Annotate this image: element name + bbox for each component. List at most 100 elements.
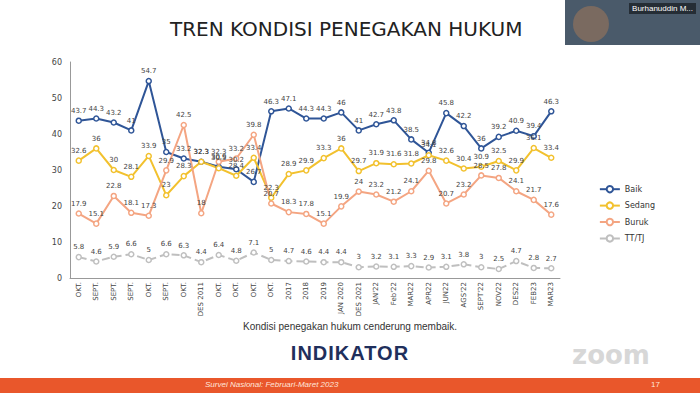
- svg-text:Baik: Baik: [625, 185, 643, 194]
- svg-text:2017: 2017: [285, 282, 293, 300]
- svg-text:30: 30: [52, 166, 62, 175]
- svg-text:32.3: 32.3: [193, 148, 209, 156]
- svg-text:33.2: 33.2: [176, 145, 192, 153]
- svg-text:18.3: 18.3: [281, 198, 297, 206]
- svg-text:32.6: 32.6: [71, 147, 87, 155]
- svg-text:2.8: 2.8: [528, 254, 539, 262]
- svg-text:44.3: 44.3: [316, 105, 332, 113]
- svg-text:SEPT.: SEPT.: [110, 282, 118, 301]
- svg-text:SEPT.: SEPT.: [162, 282, 170, 301]
- svg-text:36: 36: [337, 135, 346, 143]
- svg-text:18: 18: [197, 199, 206, 207]
- svg-text:29.9: 29.9: [298, 157, 314, 165]
- svg-text:5.9: 5.9: [108, 243, 119, 251]
- svg-text:41: 41: [127, 117, 136, 125]
- svg-text:Buruk: Buruk: [625, 218, 649, 227]
- svg-text:30.4: 30.4: [456, 155, 472, 163]
- svg-text:24.1: 24.1: [508, 177, 524, 185]
- svg-text:7.1: 7.1: [248, 239, 259, 247]
- svg-text:24: 24: [354, 178, 363, 186]
- svg-text:4.4: 4.4: [318, 248, 330, 256]
- svg-text:46.3: 46.3: [263, 98, 279, 106]
- svg-text:SEPT.: SEPT.: [92, 282, 100, 301]
- svg-text:39.8: 39.8: [246, 121, 262, 129]
- svg-text:41: 41: [354, 117, 363, 125]
- svg-text:38.5: 38.5: [403, 126, 419, 134]
- svg-text:29.7: 29.7: [351, 157, 367, 165]
- svg-text:JUN22: JUN22: [442, 282, 450, 304]
- svg-text:3: 3: [479, 253, 483, 261]
- svg-text:28.1: 28.1: [123, 163, 139, 171]
- svg-text:TT/TJ: TT/TJ: [624, 234, 645, 243]
- svg-text:30: 30: [109, 156, 118, 164]
- svg-text:42.5: 42.5: [176, 111, 192, 119]
- svg-text:3.3: 3.3: [406, 252, 417, 260]
- svg-text:29.9: 29.9: [158, 157, 174, 165]
- svg-text:33.2: 33.2: [228, 145, 244, 153]
- svg-text:6.6: 6.6: [161, 240, 173, 248]
- svg-text:43.8: 43.8: [386, 107, 402, 115]
- svg-text:26.7: 26.7: [246, 168, 262, 176]
- svg-text:6.6: 6.6: [126, 240, 138, 248]
- svg-text:DES 2011: DES 2011: [197, 282, 205, 316]
- svg-text:2.9: 2.9: [423, 254, 434, 262]
- svg-text:19.9: 19.9: [333, 193, 349, 201]
- svg-text:MAR23: MAR23: [547, 282, 555, 307]
- svg-text:10: 10: [52, 238, 62, 247]
- svg-text:42.2: 42.2: [456, 112, 472, 120]
- svg-text:43.7: 43.7: [71, 107, 87, 115]
- svg-text:2018: 2018: [302, 282, 310, 300]
- svg-text:OKT.: OKT.: [267, 282, 275, 297]
- svg-text:20.7: 20.7: [438, 190, 454, 198]
- svg-text:2.5: 2.5: [493, 255, 504, 263]
- svg-text:27.8: 27.8: [491, 164, 507, 172]
- svg-text:Feb'22: Feb'22: [390, 282, 398, 305]
- svg-text:22.8: 22.8: [106, 182, 122, 190]
- svg-text:28.9: 28.9: [281, 160, 297, 168]
- svg-text:SEPT.: SEPT.: [127, 282, 135, 301]
- svg-text:46.3: 46.3: [543, 98, 559, 106]
- svg-text:44.3: 44.3: [298, 105, 314, 113]
- svg-text:43.2: 43.2: [106, 109, 122, 117]
- svg-text:MAR22: MAR22: [407, 282, 415, 307]
- svg-text:32.3: 32.3: [211, 148, 227, 156]
- svg-text:0: 0: [57, 274, 62, 283]
- svg-text:NOV22: NOV22: [495, 282, 503, 306]
- svg-text:32.6: 32.6: [438, 147, 454, 155]
- svg-text:33.9: 33.9: [141, 142, 157, 150]
- svg-text:Sedang: Sedang: [625, 201, 655, 210]
- svg-text:15.1: 15.1: [88, 210, 104, 218]
- svg-text:4.8: 4.8: [231, 247, 242, 255]
- svg-text:36: 36: [477, 135, 486, 143]
- svg-text:SEPT'22: SEPT'22: [477, 282, 485, 310]
- svg-text:OKT.: OKT.: [250, 282, 258, 297]
- svg-text:18.1: 18.1: [123, 199, 139, 207]
- svg-text:4.6: 4.6: [301, 248, 313, 256]
- svg-text:28.4: 28.4: [228, 162, 244, 170]
- svg-text:28.3: 28.3: [176, 162, 192, 170]
- svg-text:4.7: 4.7: [283, 247, 294, 255]
- svg-text:OKT.: OKT.: [180, 282, 188, 297]
- svg-text:OKT.: OKT.: [232, 282, 240, 297]
- svg-text:32.3: 32.3: [193, 148, 209, 156]
- svg-text:5: 5: [269, 246, 273, 254]
- svg-text:21.2: 21.2: [386, 188, 402, 196]
- svg-text:15.1: 15.1: [316, 210, 332, 218]
- svg-text:5.8: 5.8: [73, 243, 84, 251]
- svg-text:35: 35: [162, 138, 171, 146]
- svg-text:6.4: 6.4: [213, 241, 225, 249]
- svg-text:39.4: 39.4: [526, 122, 542, 130]
- svg-text:17.3: 17.3: [141, 202, 157, 210]
- svg-text:23: 23: [162, 181, 171, 189]
- svg-text:4.6: 4.6: [91, 248, 103, 256]
- svg-text:2.7: 2.7: [546, 255, 557, 263]
- svg-text:20.7: 20.7: [263, 190, 279, 198]
- svg-text:APR22: APR22: [425, 282, 433, 305]
- svg-text:31.8: 31.8: [403, 150, 419, 158]
- svg-text:45.8: 45.8: [438, 99, 454, 107]
- svg-text:TREN KONDISI PENEGAKAN HUKUM: TREN KONDISI PENEGAKAN HUKUM: [169, 17, 522, 41]
- svg-text:46: 46: [337, 99, 346, 107]
- svg-text:2019: 2019: [320, 282, 328, 300]
- svg-text:4.4: 4.4: [336, 248, 348, 256]
- svg-text:29.8: 29.8: [421, 157, 437, 165]
